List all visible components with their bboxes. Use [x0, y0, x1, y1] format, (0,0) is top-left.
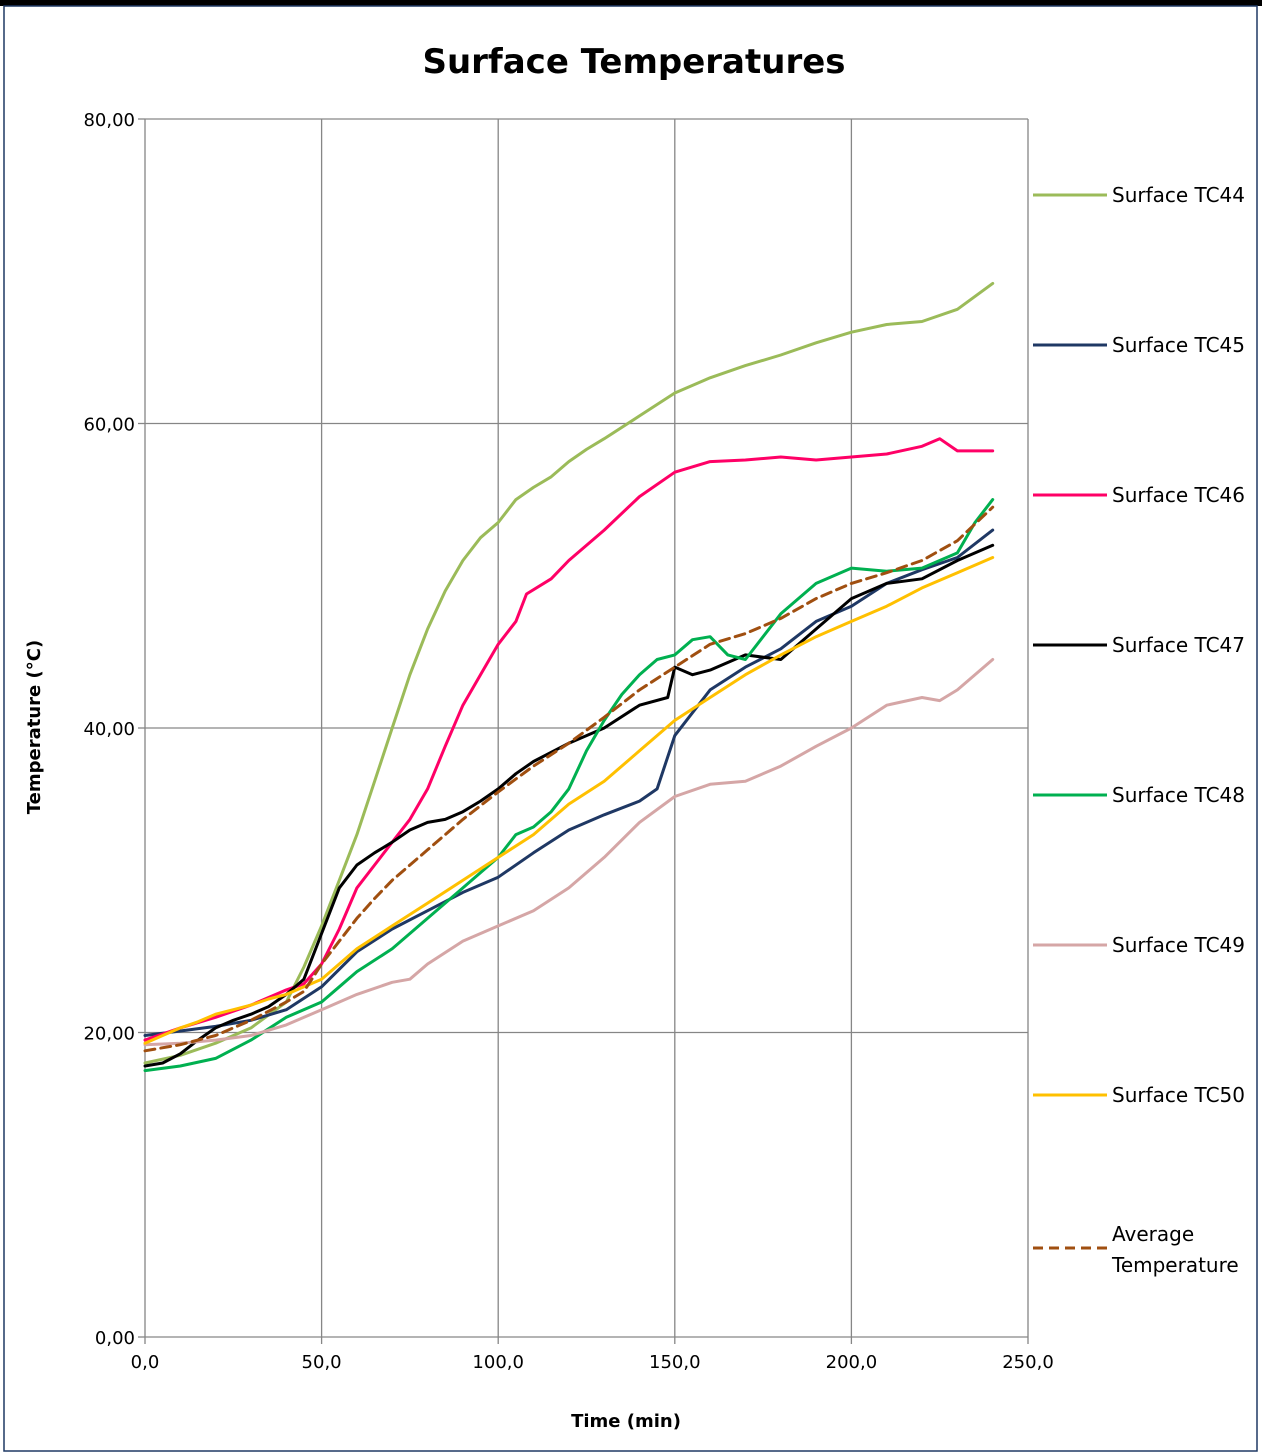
legend-label-surface-tc47: Surface TC47	[1112, 633, 1245, 657]
x-tick-label: 100,0	[472, 1352, 524, 1373]
y-tick-label: 60,00	[83, 415, 135, 436]
y-tick-label: 20,00	[83, 1024, 135, 1045]
x-tick-label: 50,0	[302, 1352, 342, 1373]
legend-label-surface-tc48: Surface TC48	[1112, 783, 1245, 807]
series-line-surface-tc44	[143, 281, 995, 1065]
series-line-surface-tc48	[143, 498, 995, 1073]
legend-label-average-temperature: Average Temperature	[1111, 1222, 1239, 1277]
legend-label-surface-tc46: Surface TC46	[1112, 483, 1245, 507]
y-tick-label: 0,00	[95, 1328, 135, 1349]
series-line-surface-tc49	[143, 658, 995, 1047]
legend-label-surface-tc45: Surface TC45	[1112, 333, 1245, 357]
x-tick-label: 150,0	[649, 1352, 701, 1373]
x-tick-label: 200,0	[826, 1352, 878, 1373]
y-axis-title: Temperature (°C)	[24, 640, 45, 814]
x-axis-title: Time (min)	[571, 1411, 681, 1432]
x-tick-label: 250,0	[1002, 1352, 1054, 1373]
tick-label-layer: 0,0 50,0 100,0 150,0 200,0 250,0 0,00 20,00 40,0…	[83, 110, 1053, 1373]
legend-label-surface-tc44: Surface TC44	[1112, 183, 1245, 207]
chart-title: Surface Temperatures	[422, 42, 845, 82]
series-line-surface-tc50	[143, 556, 995, 1045]
series-line-surface-tc45	[143, 528, 995, 1037]
legend: Surface TC44 Surface TC45 Surface TC46 Surf…	[1033, 183, 1245, 1277]
series-line-surface-tc46	[143, 437, 995, 1042]
grid-layer	[145, 118, 1029, 1337]
y-tick-label: 80,00	[83, 110, 135, 131]
chart-border	[3, 5, 1258, 1452]
legend-label-surface-tc50: Surface TC50	[1112, 1083, 1245, 1107]
series-layer	[143, 281, 995, 1073]
legend-label-surface-tc49: Surface TC49	[1112, 933, 1245, 957]
series-line-average-temperature	[143, 505, 995, 1053]
x-tick-label: 0,0	[131, 1352, 160, 1373]
y-tick-label: 40,00	[83, 719, 135, 740]
axes-layer	[138, 118, 1029, 1344]
